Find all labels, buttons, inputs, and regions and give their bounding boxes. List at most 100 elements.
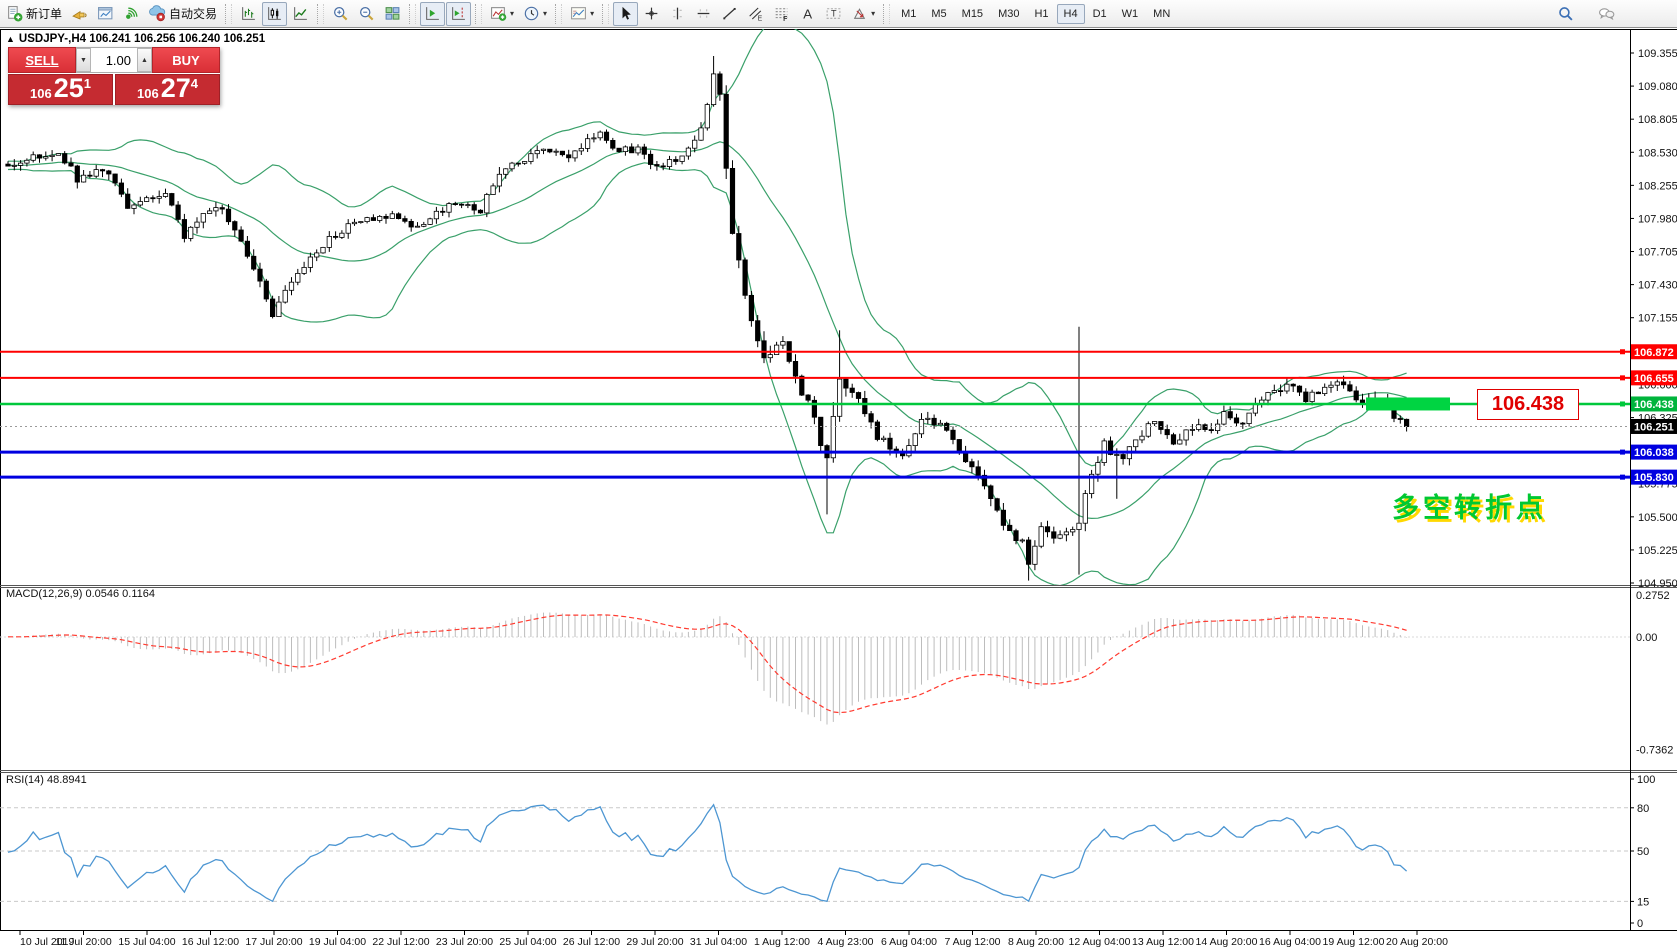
zoom-in-button[interactable] (328, 2, 353, 26)
svg-text:6 Aug 04:00: 6 Aug 04:00 (881, 936, 937, 948)
zoom-out-button[interactable] (354, 2, 379, 26)
svg-text:107.430: 107.430 (1638, 280, 1677, 292)
bar-chart-icon (240, 5, 257, 22)
shapes-button[interactable]: ▾ (847, 2, 879, 26)
alerts-button[interactable] (67, 2, 92, 26)
vertical-line-button[interactable] (665, 2, 690, 26)
buy-price[interactable]: 106 27 4 (115, 74, 220, 105)
volume-decrease-icon[interactable]: ▼ (76, 48, 91, 72)
equidistant-channel-button[interactable]: E (743, 2, 768, 26)
candlestick-button[interactable] (262, 1, 288, 26)
sell-price-big: 25 (53, 73, 84, 103)
timeframe-h4-button[interactable]: H4 (1056, 3, 1085, 24)
toolbar-grip (555, 3, 563, 24)
toolbar-grip (883, 3, 891, 24)
autotrading-button[interactable]: 自动交易 (145, 2, 221, 26)
cursor-button[interactable] (613, 1, 639, 26)
trendline-icon (721, 5, 738, 22)
tile-windows-button[interactable] (380, 2, 405, 26)
timeframe-mn-button[interactable]: MN (1146, 4, 1177, 24)
main-toolbar: 新订单 自动交易 ▾ ▾ ▾ E F A T ▾ M1 M5 M15 M30 H1 H4 D1 W1 MN (0, 0, 1677, 28)
svg-text:107.705: 107.705 (1638, 247, 1677, 259)
zoom-in-icon (332, 5, 349, 22)
svg-text:8 Aug 20:00: 8 Aug 20:00 (1008, 936, 1064, 948)
chart-window-button[interactable] (93, 2, 118, 26)
timeframe-w1-button[interactable]: W1 (1115, 4, 1146, 24)
svg-text:23 Jul 20:00: 23 Jul 20:00 (436, 936, 493, 948)
timeframe-m15-button[interactable]: M15 (955, 4, 990, 24)
timeframe-m5-button[interactable]: M5 (924, 4, 953, 24)
search-button[interactable] (1553, 2, 1578, 26)
buy-price-prefix: 106 (137, 86, 159, 101)
svg-text:15: 15 (1637, 896, 1649, 908)
timeframe-h1-button[interactable]: H1 (1027, 4, 1055, 24)
chevron-down-icon: ▾ (590, 8, 595, 18)
svg-text:19 Jul 04:00: 19 Jul 04:00 (309, 936, 366, 948)
line-chart-button[interactable] (288, 2, 313, 26)
crosshair-button[interactable] (639, 2, 664, 26)
timeframe-m30-button[interactable]: M30 (991, 4, 1026, 24)
svg-text:25 Jul 04:00: 25 Jul 04:00 (499, 936, 556, 948)
collapse-icon[interactable]: ▲ (6, 34, 15, 44)
svg-text:107.980: 107.980 (1638, 213, 1677, 225)
search-icon (1557, 5, 1574, 22)
line-chart-icon (292, 5, 309, 22)
chart-text-annotation: 多空转折点 (1392, 493, 1547, 523)
volume-increase-icon[interactable]: ▲ (137, 48, 152, 72)
chat-button[interactable] (1594, 2, 1619, 26)
svg-text:-0.7362: -0.7362 (1636, 744, 1673, 756)
svg-text:106.438: 106.438 (1634, 399, 1674, 411)
bar-chart-button[interactable] (236, 2, 261, 26)
macd-indicator-label: MACD(12,26,9) 0.0546 0.1164 (6, 588, 155, 600)
volume-spinner: ▼ ▲ (76, 47, 152, 73)
svg-text:17 Jul 20:00: 17 Jul 20:00 (245, 936, 302, 948)
template-icon (570, 5, 587, 22)
chart-shift-icon (450, 5, 467, 22)
timeframe-m1-button[interactable]: M1 (894, 4, 923, 24)
tile-windows-icon (384, 5, 401, 22)
scroll-to-end-button[interactable] (420, 1, 446, 26)
periods-button[interactable]: ▾ (519, 2, 551, 26)
trendline-button[interactable] (717, 2, 742, 26)
autotrading-icon (149, 5, 166, 22)
text-button[interactable]: A (795, 2, 820, 26)
sell-price-prefix: 106 (30, 86, 52, 101)
horizontal-line-button[interactable] (691, 2, 716, 26)
templates-button[interactable]: ▾ (566, 2, 598, 26)
svg-text:105.500: 105.500 (1638, 512, 1677, 524)
svg-text:106.872: 106.872 (1634, 347, 1674, 359)
chart-window-icon (97, 5, 114, 22)
buy-price-big: 27 (160, 73, 191, 103)
svg-text:4 Aug 23:00: 4 Aug 23:00 (817, 936, 873, 948)
text-label-button[interactable]: T (821, 2, 846, 26)
chat-icon (1598, 5, 1615, 22)
sell-price[interactable]: 106 25 1 (8, 74, 113, 105)
toolbar-grip (317, 3, 325, 24)
fibonacci-button[interactable]: F (769, 2, 794, 26)
svg-text:109.355: 109.355 (1638, 48, 1677, 60)
signals-button[interactable] (119, 2, 144, 26)
volume-input[interactable] (91, 48, 137, 72)
svg-text:20 Aug 20:00: 20 Aug 20:00 (1386, 936, 1448, 948)
new-order-button[interactable]: 新订单 (2, 2, 66, 26)
price-axis: 109.355 109.080 108.805 108.530 108.255 107.9… (1630, 48, 1677, 590)
price-callout-box: 106.438 (1477, 389, 1579, 420)
sell-button[interactable]: SELL (8, 47, 76, 73)
chart-shift-button[interactable] (446, 1, 472, 26)
hline-icon (695, 5, 712, 22)
channel-icon: E (747, 5, 764, 22)
svg-text:108.530: 108.530 (1638, 147, 1677, 159)
svg-text:26 Jul 12:00: 26 Jul 12:00 (563, 936, 620, 948)
chevron-down-icon: ▾ (871, 8, 876, 18)
svg-text:1 Aug 12:00: 1 Aug 12:00 (754, 936, 810, 948)
svg-text:104.950: 104.950 (1638, 578, 1677, 590)
timeframe-d1-button[interactable]: D1 (1086, 4, 1114, 24)
indicators-button[interactable]: ▾ (486, 2, 518, 26)
svg-text:T: T (831, 8, 837, 18)
candlestick-icon (266, 5, 283, 22)
svg-text:100: 100 (1637, 774, 1655, 786)
label-icon: T (825, 5, 842, 22)
buy-button[interactable]: BUY (152, 47, 220, 73)
